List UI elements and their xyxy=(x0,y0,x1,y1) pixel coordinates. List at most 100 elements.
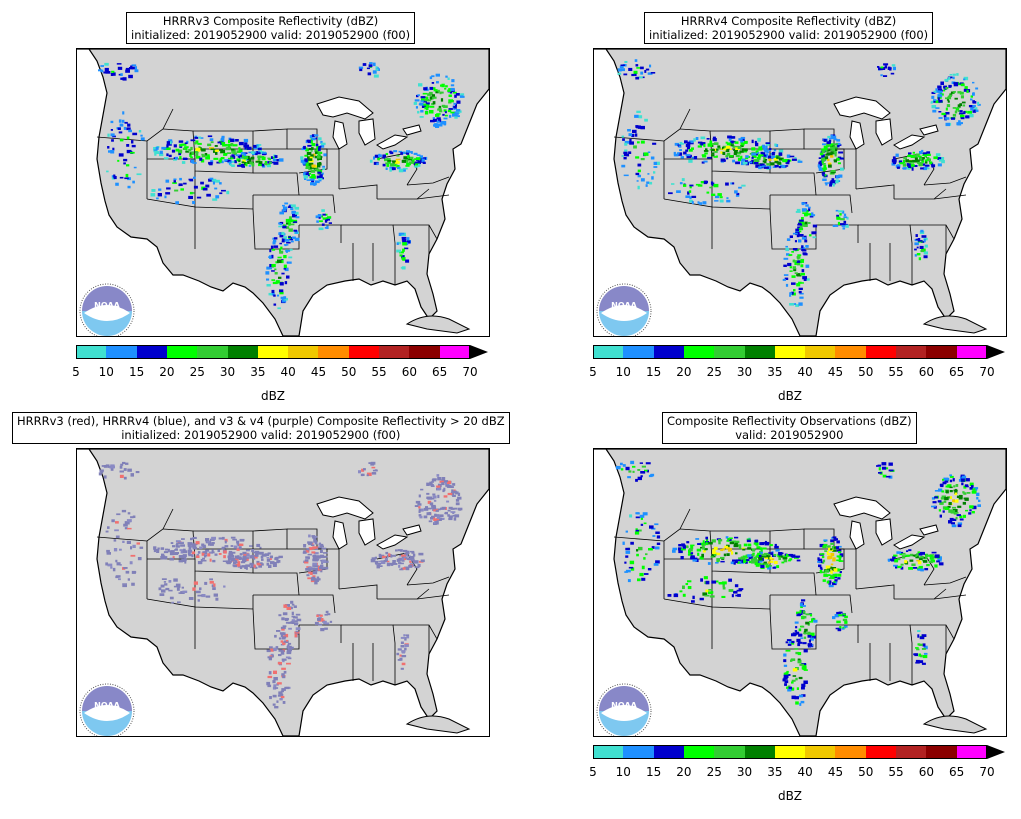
colorbar-segment xyxy=(896,345,927,359)
colorbar-tick-label: 50 xyxy=(858,765,874,779)
land xyxy=(594,449,1006,736)
colorbar-tick-label: 10 xyxy=(615,765,631,779)
colorbar-segment xyxy=(865,745,897,759)
colorbar-tick-label: 15 xyxy=(128,365,145,379)
noaa-logo-text: NOAA xyxy=(94,301,120,310)
cuba xyxy=(922,315,988,334)
panel-4-title-line2: valid: 2019052900 xyxy=(735,428,844,442)
great-lakes xyxy=(316,496,422,550)
panel-1-title-line2: initialized: 2019052900 valid: 201905290… xyxy=(131,28,411,42)
colorbar-label: dBZ xyxy=(777,789,803,803)
colorbar-tick-label: 50 xyxy=(858,365,874,379)
colorbar-segment xyxy=(744,345,776,359)
panel-3-title: HRRRv3 (red), HRRRv4 (blue), and v3 & v4… xyxy=(12,412,510,444)
colorbar-tick-label: 65 xyxy=(432,365,448,379)
noaa-logo-text: NOAA xyxy=(94,701,120,710)
colorbar-segment xyxy=(227,345,259,359)
colorbar-segment xyxy=(896,745,927,759)
colorbar-tick-label: 5 xyxy=(72,365,80,379)
colorbar-segment xyxy=(683,745,715,759)
state-borders xyxy=(96,108,450,285)
colorbar-segment xyxy=(835,345,867,359)
panel-2-title-line1: HRRRv4 Composite Reflectivity (dBZ) xyxy=(680,14,897,28)
colorbar-segment xyxy=(257,345,289,359)
panel-2-title: HRRRv4 Composite Reflectivity (dBZ) init… xyxy=(644,12,934,44)
colorbar-extend-arrow xyxy=(987,745,1005,759)
colorbar-segment xyxy=(623,745,655,759)
great-lakes xyxy=(833,96,939,150)
colorbar-tick-label: 70 xyxy=(979,365,995,379)
panel-4-map: NOAA xyxy=(593,448,1007,737)
panel-3-title-line2: initialized: 2019052900 valid: 201905290… xyxy=(121,428,401,442)
colorbar-tick-label: 55 xyxy=(371,365,387,379)
panel-1-title-line1: HRRRv3 Composite Reflectivity (dBZ) xyxy=(162,14,379,28)
panel-2-colorbar: 5 10 15 20 25 30 35 40 45 50 55 60 65 70 dBZ xyxy=(589,345,1005,403)
noaa-logo-text: NOAA xyxy=(611,701,637,710)
colorbar-tick-label: 15 xyxy=(645,765,662,779)
noaa-logo-text: NOAA xyxy=(611,301,637,310)
colorbar-tick-label: 45 xyxy=(827,765,844,779)
noaa-logo: NOAA xyxy=(79,283,135,336)
colorbar-frame xyxy=(593,745,987,759)
colorbar-segment xyxy=(774,745,806,759)
cuba xyxy=(405,315,471,334)
colorbar-frame xyxy=(76,345,470,359)
colorbar-tick-label: 60 xyxy=(918,365,935,379)
colorbar-tick-label: 30 xyxy=(736,365,753,379)
noaa-logo: NOAA xyxy=(596,683,652,736)
colorbar-tick-label: 40 xyxy=(280,365,296,379)
colorbar-segment xyxy=(288,345,319,359)
colorbar-segment xyxy=(714,745,746,759)
panel-4-title: Composite Reflectivity Observations (dBZ… xyxy=(662,412,917,444)
colorbar-segment xyxy=(865,345,897,359)
colorbar-segment xyxy=(106,345,138,359)
reflectivity-echoes xyxy=(617,59,981,307)
colorbar-segment xyxy=(593,745,624,759)
great-lakes xyxy=(316,96,422,150)
colorbar-tick-label: 20 xyxy=(159,365,175,379)
panel-4-colorbar: 5 10 15 20 25 30 35 40 45 50 55 60 65 70 dBZ xyxy=(589,745,1005,803)
colorbar-tick-label: 15 xyxy=(645,365,662,379)
colorbar-segment xyxy=(683,345,715,359)
colorbar-tick-label: 70 xyxy=(979,765,995,779)
colorbar-tick-label: 25 xyxy=(706,365,722,379)
colorbar-tick-label: 5 xyxy=(589,365,597,379)
colorbar-segment xyxy=(379,345,410,359)
map-canvas: NOAA xyxy=(594,449,1006,736)
colorbar-tick-label: 60 xyxy=(401,365,418,379)
colorbar-tick-label: 65 xyxy=(949,365,965,379)
cuba xyxy=(405,715,471,734)
map-canvas: NOAA xyxy=(594,49,1006,336)
colorbar-segment xyxy=(744,745,776,759)
panel-3-map: NOAA xyxy=(76,448,490,737)
colorbar-segment xyxy=(805,345,836,359)
panel-4-title-line1: Composite Reflectivity Observations (dBZ… xyxy=(667,414,912,428)
noaa-logo: NOAA xyxy=(79,683,135,736)
colorbar-frame xyxy=(593,345,987,359)
colorbar-tick-label: 20 xyxy=(676,365,692,379)
land xyxy=(594,49,1006,336)
colorbar-label: dBZ xyxy=(777,389,803,403)
noaa-logo: NOAA xyxy=(596,283,652,336)
colorbar-segment xyxy=(774,345,806,359)
panel-3-title-line1: HRRRv3 (red), HRRRv4 (blue), and v3 & v4… xyxy=(17,414,505,428)
reflectivity-echoes xyxy=(98,62,465,310)
colorbar-segment xyxy=(166,345,198,359)
land xyxy=(77,449,489,736)
colorbar-segment xyxy=(136,345,168,359)
panel-1-colorbar: 5 10 15 20 25 30 35 40 45 50 55 60 65 70 dBZ xyxy=(72,345,488,403)
colorbar-tick-label: 40 xyxy=(797,765,813,779)
reflectivity-echoes xyxy=(615,460,981,706)
colorbar-segment xyxy=(318,345,350,359)
colorbar-segment xyxy=(956,745,988,759)
panel-1-title: HRRRv3 Composite Reflectivity (dBZ) init… xyxy=(126,12,416,44)
colorbar-tick-label: 35 xyxy=(767,765,783,779)
map-canvas: NOAA xyxy=(77,449,489,736)
reflectivity-echoes xyxy=(98,461,463,709)
colorbar-segment xyxy=(926,745,958,759)
colorbar-tick-label: 30 xyxy=(219,365,236,379)
colorbar-tick-label: 60 xyxy=(918,765,935,779)
colorbar-tick-label: 25 xyxy=(189,365,205,379)
panel-2-map: NOAA xyxy=(593,48,1007,337)
colorbar-extend-arrow xyxy=(470,345,488,359)
